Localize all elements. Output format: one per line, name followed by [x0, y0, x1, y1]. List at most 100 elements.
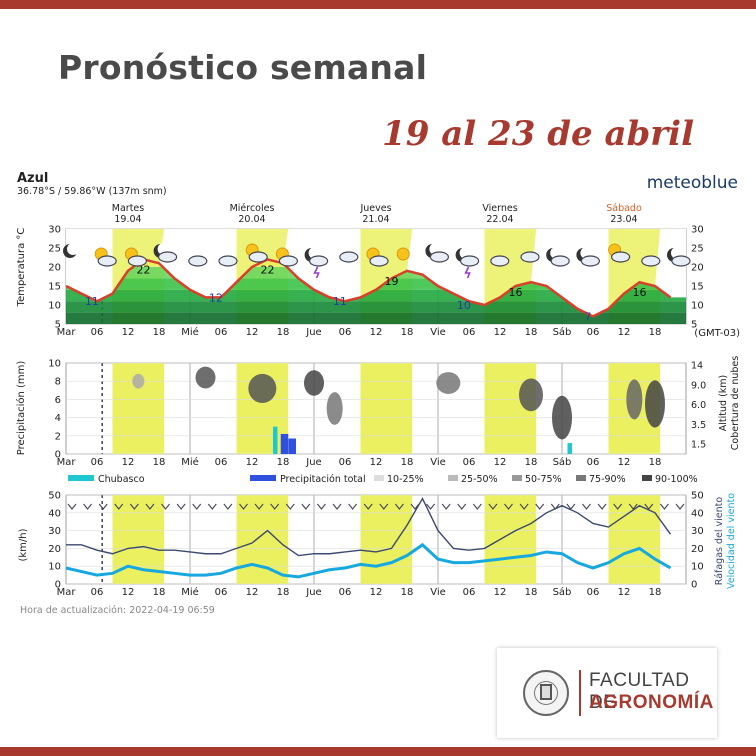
day-name: Viernes — [482, 203, 517, 214]
sun-cloud-icon — [124, 247, 148, 267]
y-tick-label-right: 25 — [691, 244, 704, 255]
brand-logo: meteoblue — [647, 173, 738, 193]
gust-line — [66, 497, 672, 557]
cloud-shape — [339, 251, 359, 263]
rain-bolt — [464, 266, 471, 279]
cloud-cover-blob — [552, 395, 572, 440]
x-tick-label: 12 — [246, 327, 259, 338]
precip-total-bar — [288, 438, 296, 454]
cloud-cover-blob — [195, 366, 216, 389]
precip-convective-bar — [273, 426, 278, 454]
x-tick-label: Mar — [57, 457, 77, 468]
x-tick-label: Mar — [57, 587, 77, 598]
wind-direction-arrow — [317, 503, 326, 510]
wind-direction-arrow — [410, 503, 420, 510]
sun-cloud-icon — [94, 247, 117, 267]
x-tick-label: 18 — [153, 457, 166, 468]
x-tick-label: Vie — [430, 327, 446, 338]
wind-direction-arrow — [348, 503, 358, 510]
cloud-shape — [520, 251, 540, 263]
x-tick-label: Mié — [181, 586, 199, 598]
altitude-axis-title: Altitud (km) — [718, 375, 729, 431]
seal-emblem — [540, 684, 552, 700]
timezone-label: (GMT-03) — [694, 328, 740, 339]
gust-axis-title: Ráfagas del viento — [714, 497, 725, 586]
x-tick-label: 18 — [153, 327, 166, 338]
moon-cut — [67, 243, 79, 255]
x-tick-label: 18 — [401, 457, 414, 468]
wind-direction-arrow — [192, 503, 202, 510]
altitude-tick-label: 14 — [691, 361, 703, 372]
cloud-shape — [429, 251, 449, 263]
daylight-band — [360, 363, 413, 454]
daylight-band-top — [608, 229, 661, 309]
cloud-shape — [309, 255, 329, 267]
x-tick-label: 06 — [215, 457, 228, 468]
x-tick-label: 06 — [91, 587, 104, 598]
top-accent-bar — [0, 0, 756, 9]
x-tick-label: 18 — [401, 587, 414, 598]
temp-green-band — [66, 289, 686, 302]
sun-cloud-icon — [366, 247, 389, 267]
date-range-subtitle: 19 al 23 de abril — [382, 114, 694, 154]
wind-direction-arrow — [223, 503, 233, 510]
wind-direction-arrow — [613, 503, 623, 510]
x-tick-label: Mar — [57, 327, 77, 338]
x-tick-label: Sáb — [553, 456, 572, 468]
cloud-shape — [580, 255, 601, 267]
x-tick-label: Sáb — [553, 326, 572, 338]
x-tick-label: Sáb — [553, 586, 572, 598]
legend-label: 90-100% — [655, 474, 698, 485]
cloud-moon-icon — [546, 247, 570, 267]
wind-direction-arrow — [457, 503, 467, 510]
x-tick-label: 06 — [339, 587, 352, 598]
cloud-shape — [218, 255, 238, 267]
temp-green-band — [66, 301, 686, 313]
x-tick-label: 06 — [91, 327, 104, 338]
precip-total-bar — [280, 433, 289, 454]
legend-label: Precipitación total — [280, 474, 366, 485]
x-tick-label: 12 — [122, 457, 135, 468]
cloud-cover-blob — [436, 372, 461, 394]
wind-direction-arrow — [488, 503, 498, 510]
cloud-shape — [188, 255, 208, 267]
wind-direction-arrow — [114, 503, 124, 510]
cloud-moon-icon — [667, 247, 691, 267]
x-tick-label: 18 — [649, 457, 662, 468]
precipitation-panel: 0 2 4 6 8 10 Mar 06 12 18 Mié 06 12 18 Jue 06 12 18 Vie 06 1… — [15, 356, 741, 485]
y-tick-label: 30 — [48, 526, 61, 537]
x-tick-label: 18 — [649, 587, 662, 598]
y-tick-label-right: 30 — [691, 225, 704, 236]
x-tick-label: 18 — [525, 457, 538, 468]
legend-swatch — [68, 475, 94, 481]
legend-swatch — [374, 475, 384, 481]
day-name: Martes — [112, 203, 144, 214]
page-title: Pronóstico semanal — [58, 48, 428, 87]
x-tick-label: 06 — [215, 327, 228, 338]
x-tick-label: Vie — [430, 587, 446, 598]
y-tick-label: 40 — [48, 508, 61, 519]
wind-direction-arrow — [535, 503, 545, 510]
x-tick-label: 18 — [277, 457, 290, 468]
wind-direction-arrow — [504, 503, 513, 510]
cloud-shape — [610, 251, 631, 263]
y-tick-label: 30 — [48, 225, 61, 236]
wind-direction-arrow — [129, 503, 139, 510]
temp-max-label: 22 — [137, 263, 151, 276]
sun-cloud-icon — [275, 247, 298, 267]
logo-divider — [579, 670, 581, 716]
x-tick-label: 18 — [401, 327, 414, 338]
y-tick-label: 0 — [55, 580, 61, 591]
day-name: Jueves — [359, 203, 391, 214]
y-tick-label-right: 30 — [691, 526, 704, 537]
y-tick-label-right: 15 — [691, 282, 704, 293]
cloud-shape — [97, 255, 117, 267]
temp-min-label: 12 — [209, 291, 223, 304]
wind-direction-arrow — [644, 503, 654, 510]
moon-rain-icon — [455, 247, 480, 279]
legend-label: Chubasco — [98, 474, 145, 485]
wind-direction-arrow — [675, 503, 685, 510]
wind-direction-arrow — [254, 503, 264, 510]
wind-direction-arrow — [379, 503, 389, 510]
daylight-band-top — [484, 229, 537, 305]
